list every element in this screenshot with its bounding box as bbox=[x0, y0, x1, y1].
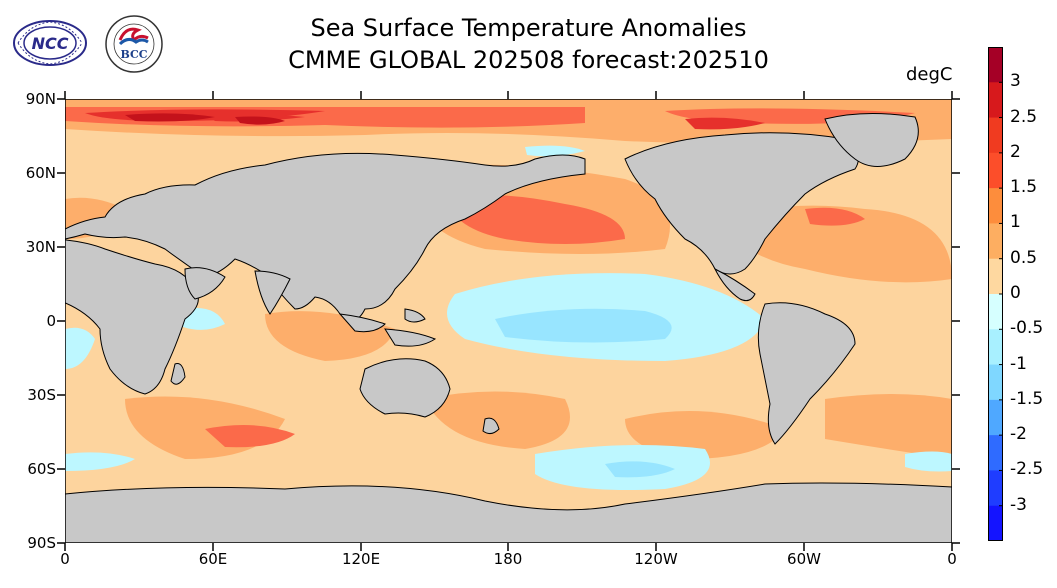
colorbar bbox=[988, 47, 1003, 541]
lat-tick-label: 60N bbox=[25, 164, 56, 182]
india bbox=[254, 270, 291, 315]
extreme-anomaly-areas bbox=[125, 113, 285, 125]
colorbar-label: 0.5 bbox=[1010, 247, 1038, 268]
lat-tick-label: 90N bbox=[25, 90, 56, 108]
new-zealand bbox=[482, 417, 500, 435]
colorbar-segment bbox=[988, 47, 1003, 83]
lat-tick-label: 30N bbox=[25, 238, 56, 256]
colorbar-segment bbox=[988, 435, 1003, 471]
madagascar bbox=[170, 363, 186, 385]
colorbar-label: -1 bbox=[1010, 353, 1027, 374]
ncc-logo: NCC bbox=[13, 20, 87, 66]
lon-tick-label: 120W bbox=[634, 550, 678, 568]
lon-tick-label: 60W bbox=[787, 550, 821, 568]
colorbar-label: 2.5 bbox=[1010, 106, 1038, 127]
map-title: Sea Surface Temperature Anomalies bbox=[310, 14, 747, 42]
colorbar-label: 2 bbox=[1010, 141, 1021, 162]
bcc-logo: BCC bbox=[105, 15, 163, 73]
africa bbox=[65, 239, 199, 395]
lat-tick-label: 30S bbox=[27, 386, 56, 404]
north-america bbox=[624, 132, 859, 275]
arabia bbox=[184, 267, 226, 300]
colorbar-label: -2 bbox=[1010, 424, 1027, 445]
bcc-logo-text: BCC bbox=[120, 48, 147, 61]
lon-tick-label: 0 bbox=[60, 550, 70, 568]
colorbar-label: -3 bbox=[1010, 494, 1027, 515]
lat-tick-label: 90S bbox=[27, 534, 56, 552]
colorbar-segment bbox=[988, 399, 1003, 436]
colorbar-label: 1 bbox=[1010, 212, 1021, 233]
colorbar-label: 1.5 bbox=[1010, 177, 1038, 198]
sst-anomaly-map bbox=[65, 99, 952, 543]
colorbar-segment bbox=[988, 470, 1003, 507]
colorbar-segment bbox=[988, 117, 1003, 154]
colorbar-segment bbox=[988, 188, 1003, 224]
colorbar-segment bbox=[988, 82, 1003, 119]
greenland bbox=[824, 112, 919, 167]
colorbar-label: 3 bbox=[1010, 71, 1021, 92]
colorbar-label: 0 bbox=[1010, 283, 1021, 303]
lon-tick-label: 180 bbox=[493, 550, 523, 568]
map-subtitle: CMME GLOBAL 202508 forecast:202510 bbox=[288, 46, 769, 74]
unit-label: degC bbox=[906, 64, 953, 85]
colorbar-label: -1.5 bbox=[1010, 388, 1044, 409]
colorbar-segment bbox=[988, 258, 1003, 295]
antarctica bbox=[65, 482, 952, 543]
colorbar-segment bbox=[988, 294, 1003, 330]
ncc-logo-text: NCC bbox=[32, 34, 69, 53]
colorbar-segment bbox=[988, 329, 1003, 366]
colorbar-label: -0.5 bbox=[1010, 318, 1044, 339]
lon-tick-label: 60E bbox=[198, 550, 228, 568]
colorbar-segment bbox=[988, 223, 1003, 260]
lat-tick-label: 60S bbox=[27, 460, 56, 478]
colorbar-segment bbox=[988, 505, 1003, 541]
south-america bbox=[757, 302, 856, 445]
lon-tick-label: 0 bbox=[947, 550, 957, 568]
colorbar-segment bbox=[988, 364, 1003, 401]
colorbar-label: -2.5 bbox=[1010, 459, 1044, 480]
lon-tick-label: 120E bbox=[341, 550, 381, 568]
cooler-anomaly-areas bbox=[495, 308, 675, 478]
lat-tick-label: 0 bbox=[46, 312, 56, 330]
australia bbox=[359, 358, 451, 418]
colorbar-segment bbox=[988, 152, 1003, 189]
land-masses bbox=[65, 112, 952, 543]
